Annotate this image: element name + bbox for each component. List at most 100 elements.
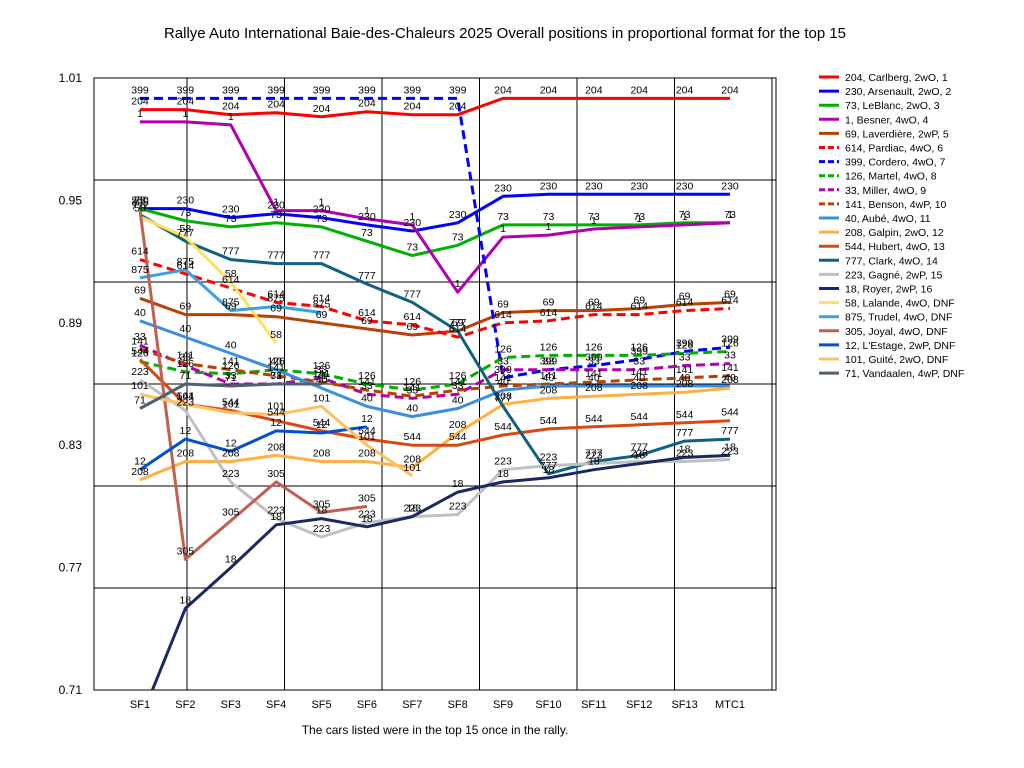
point-label-399: 399 [676,337,694,349]
point-label-33: 33 [497,356,509,368]
point-label-614: 614 [494,309,512,321]
legend-entry-1: 1, Besner, 4wO, 4 [845,114,929,126]
point-label-73: 73 [724,209,736,221]
series-line-305 [138,210,368,561]
point-label-230: 230 [177,195,195,207]
point-label-126: 126 [313,360,331,372]
point-label-126: 126 [131,348,149,360]
point-label-141: 141 [721,362,739,374]
point-label-777: 777 [676,427,694,439]
point-label-126: 126 [630,341,648,353]
legend-entry-230: 230, Arsenault, 2wO, 2 [845,86,951,98]
point-label-69: 69 [633,295,645,307]
point-label-875: 875 [267,292,285,304]
legend-entry-101: 101, Guité, 2wO, DNF [845,354,948,366]
point-label-18: 18 [270,511,282,523]
point-label-614: 614 [177,260,195,272]
point-label-101: 101 [222,399,240,411]
point-label-223: 223 [676,448,694,460]
point-label-544: 544 [313,417,331,429]
point-label-126: 126 [676,339,694,351]
point-label-777: 777 [222,246,240,258]
point-label-1: 1 [137,108,143,120]
point-label-208: 208 [404,454,422,466]
series-line-230 [140,192,730,233]
legend-entry-204: 204, Carlberg, 2wO, 1 [845,72,948,84]
legend-entry-875: 875, Trudel, 4wO, DNF [845,312,952,324]
series-line-399 [140,96,731,380]
point-label-141: 141 [494,372,512,384]
point-label-208: 208 [494,390,512,402]
point-label-141: 141 [267,362,285,374]
point-label-40: 40 [588,372,600,384]
point-label-126: 126 [358,370,376,382]
point-label-40: 40 [452,394,464,406]
point-label-58: 58 [180,223,192,235]
series-line-69 [139,296,731,337]
point-label-544: 544 [585,413,603,425]
legend-entry-208: 208, Galpin, 2wO, 12 [845,227,944,239]
point-label-305: 305 [267,468,285,480]
point-label-230: 230 [630,180,648,192]
y-tick-label: 0.95 [59,193,83,207]
point-label-33: 33 [406,384,418,396]
point-label-40: 40 [543,372,555,384]
point-label-58: 58 [134,203,146,215]
point-label-614: 614 [676,297,694,309]
point-label-230: 230 [494,182,512,194]
point-label-18: 18 [406,503,418,515]
point-label-141: 141 [313,368,331,380]
series-line-777 [139,213,731,476]
x-tick-label: SF4 [266,699,286,711]
point-label-126: 126 [449,370,467,382]
point-label-204: 204 [630,84,648,96]
point-label-230: 230 [404,217,422,229]
point-label-1: 1 [273,197,279,209]
point-label-69: 69 [406,321,418,333]
point-label-875: 875 [313,299,331,311]
point-label-18: 18 [180,594,192,606]
point-label-1: 1 [455,278,461,290]
point-label-544: 544 [358,425,376,437]
legend-entry-126: 126, Martel, 4wO, 8 [845,171,937,183]
point-label-208: 208 [721,374,739,386]
point-label-73: 73 [452,231,464,243]
point-label-40: 40 [724,372,736,384]
x-tick-label: SF13 [671,699,697,711]
x-tick-label: SF11 [581,699,606,711]
point-label-614: 614 [313,292,331,304]
point-label-875: 875 [131,264,149,276]
point-label-69: 69 [270,303,282,315]
point-label-141: 141 [222,356,240,368]
point-label-208: 208 [131,466,149,478]
point-label-208: 208 [222,448,240,460]
point-label-223: 223 [131,366,149,378]
point-label-126: 126 [222,360,240,372]
point-label-204: 204 [494,84,512,96]
chart-title: Rallye Auto International Baie-des-Chale… [164,25,846,42]
point-label-101: 101 [404,462,422,474]
y-tick-label: 0.77 [59,561,83,575]
point-label-69: 69 [679,290,691,302]
point-label-399: 399 [449,84,467,96]
point-label-223: 223 [404,503,422,515]
point-label-18: 18 [361,513,373,525]
point-label-208: 208 [449,419,467,431]
legend-entry-40: 40, Aubé, 4wO, 11 [845,213,931,225]
point-label-1: 1 [500,223,506,235]
point-label-208: 208 [177,448,195,460]
point-label-126: 126 [404,376,422,388]
point-label-777: 777 [585,448,603,460]
point-label-101: 101 [313,392,331,404]
point-label-204: 204 [721,84,739,96]
point-label-101: 101 [358,431,376,443]
point-label-777: 777 [721,425,739,437]
series-line-71 [139,382,322,410]
x-tick-label: SF6 [357,699,377,711]
point-label-73: 73 [588,211,600,223]
x-tick-label: SF10 [535,699,561,711]
point-label-208: 208 [630,380,648,392]
point-label-204: 204 [313,103,331,115]
point-label-1: 1 [228,111,234,123]
point-label-777: 777 [404,288,422,300]
